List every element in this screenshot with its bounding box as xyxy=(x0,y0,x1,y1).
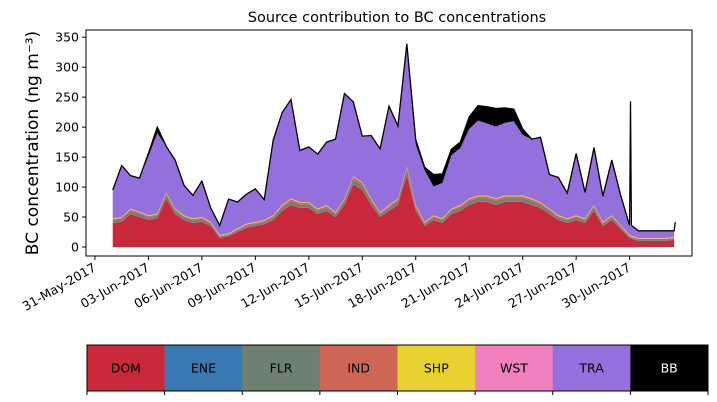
y-tick-label: 50 xyxy=(63,210,79,225)
legend-label-tra: TRA xyxy=(578,361,604,376)
legend-swatch-tra xyxy=(552,345,631,391)
y-tick-label: 250 xyxy=(55,90,79,105)
legend-label-shp: SHP xyxy=(424,361,449,376)
area-ene xyxy=(112,174,675,242)
stacked-areas xyxy=(112,43,675,248)
y-axis: 0 50 100 150 200 250 300 350 xyxy=(55,30,86,255)
legend-swatch-shp xyxy=(397,345,476,391)
area-flr xyxy=(112,169,675,241)
x-axis: 31-May-201703-Jun-201706-Jun-201709-Jun-… xyxy=(20,256,633,314)
legend-swatch-ind xyxy=(319,345,398,391)
y-axis-label: BC concentration (ng m⁻³) xyxy=(23,31,43,255)
area-tra xyxy=(112,43,675,239)
legend-label-dom: DOM xyxy=(111,361,141,376)
y-tick-label: 350 xyxy=(55,30,79,45)
legend-swatch-wst xyxy=(475,345,554,391)
legend-swatch-flr xyxy=(242,345,321,391)
legend-label-bb: BB xyxy=(661,361,678,376)
legend-swatch-ene xyxy=(164,345,243,391)
area-ind xyxy=(112,167,675,240)
legend-label-wst: WST xyxy=(500,361,528,376)
legend-label-ene: ENE xyxy=(191,361,216,376)
total-line xyxy=(112,43,676,232)
legend-swatch-bb xyxy=(630,345,709,391)
legend-label-ind: IND xyxy=(347,361,370,376)
chart-title: Source contribution to BC concentrations xyxy=(248,10,546,26)
y-tick-label: 100 xyxy=(55,180,79,195)
legend: DOM ENE FLR IND SHP WST TRA BB xyxy=(86,344,709,395)
y-tick-label: 150 xyxy=(55,150,79,165)
area-dom xyxy=(112,175,675,248)
y-tick-label: 200 xyxy=(55,120,79,135)
plot-area: 0 50 100 150 200 250 300 350 31-May-201703-Jun-2… xyxy=(20,29,693,314)
y-tick-label: 0 xyxy=(71,240,79,255)
plot-frame xyxy=(85,29,693,257)
legend-swatch-dom xyxy=(87,345,166,391)
legend-label-flr: FLR xyxy=(270,361,293,376)
y-tick-label: 300 xyxy=(55,60,79,75)
